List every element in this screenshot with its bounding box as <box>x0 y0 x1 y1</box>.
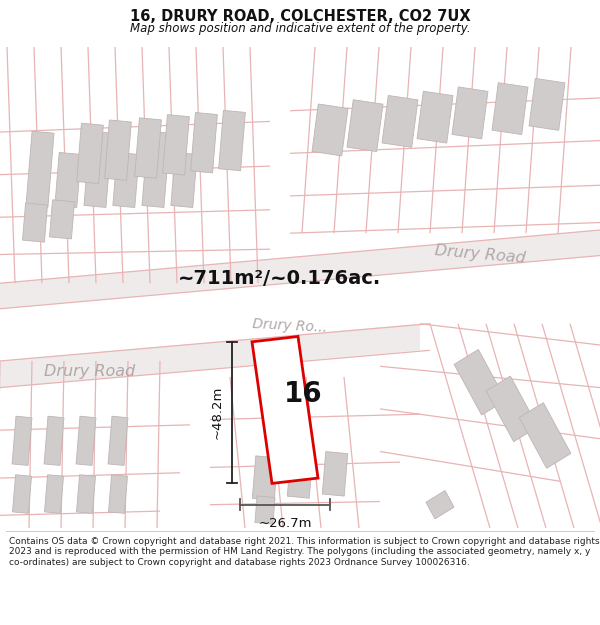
Polygon shape <box>108 416 128 466</box>
Text: ~26.7m: ~26.7m <box>258 518 312 531</box>
Polygon shape <box>0 230 600 309</box>
Polygon shape <box>44 475 64 513</box>
Polygon shape <box>529 78 565 131</box>
Polygon shape <box>347 100 383 152</box>
Polygon shape <box>109 475 127 513</box>
Polygon shape <box>134 118 161 178</box>
Polygon shape <box>322 452 348 496</box>
Polygon shape <box>486 376 538 442</box>
Text: 16, DRURY ROAD, COLCHESTER, CO2 7UX: 16, DRURY ROAD, COLCHESTER, CO2 7UX <box>130 9 470 24</box>
Polygon shape <box>84 131 112 208</box>
Polygon shape <box>382 96 418 148</box>
Polygon shape <box>44 416 64 466</box>
Polygon shape <box>252 336 318 483</box>
Polygon shape <box>452 87 488 139</box>
Text: Map shows position and indicative extent of the property.: Map shows position and indicative extent… <box>130 22 470 35</box>
Polygon shape <box>0 324 420 388</box>
Polygon shape <box>26 131 54 208</box>
Polygon shape <box>312 104 348 156</box>
Polygon shape <box>104 120 131 181</box>
Polygon shape <box>191 112 217 173</box>
Polygon shape <box>13 475 31 513</box>
Polygon shape <box>163 114 190 175</box>
Polygon shape <box>77 123 103 184</box>
Polygon shape <box>171 152 197 208</box>
Polygon shape <box>55 152 81 208</box>
Polygon shape <box>417 91 453 143</box>
Polygon shape <box>519 402 571 468</box>
Polygon shape <box>287 454 313 498</box>
Polygon shape <box>77 475 95 513</box>
Text: Drury Road: Drury Road <box>44 364 136 379</box>
Polygon shape <box>454 349 506 415</box>
Text: Drury Ro...: Drury Ro... <box>253 317 328 335</box>
Polygon shape <box>218 111 245 171</box>
Text: Drury Road: Drury Road <box>434 243 526 266</box>
Polygon shape <box>23 203 47 242</box>
Text: Contains OS data © Crown copyright and database right 2021. This information is : Contains OS data © Crown copyright and d… <box>9 537 599 567</box>
Polygon shape <box>113 152 139 208</box>
Polygon shape <box>426 491 454 519</box>
Text: 16: 16 <box>284 380 322 408</box>
Polygon shape <box>50 200 74 239</box>
Text: ~711m²/~0.176ac.: ~711m²/~0.176ac. <box>178 269 382 289</box>
Polygon shape <box>12 416 32 466</box>
Polygon shape <box>492 82 528 134</box>
Polygon shape <box>142 131 170 208</box>
Text: ~48.2m: ~48.2m <box>211 386 224 439</box>
Polygon shape <box>76 416 96 466</box>
Polygon shape <box>252 456 278 501</box>
Polygon shape <box>255 496 275 524</box>
